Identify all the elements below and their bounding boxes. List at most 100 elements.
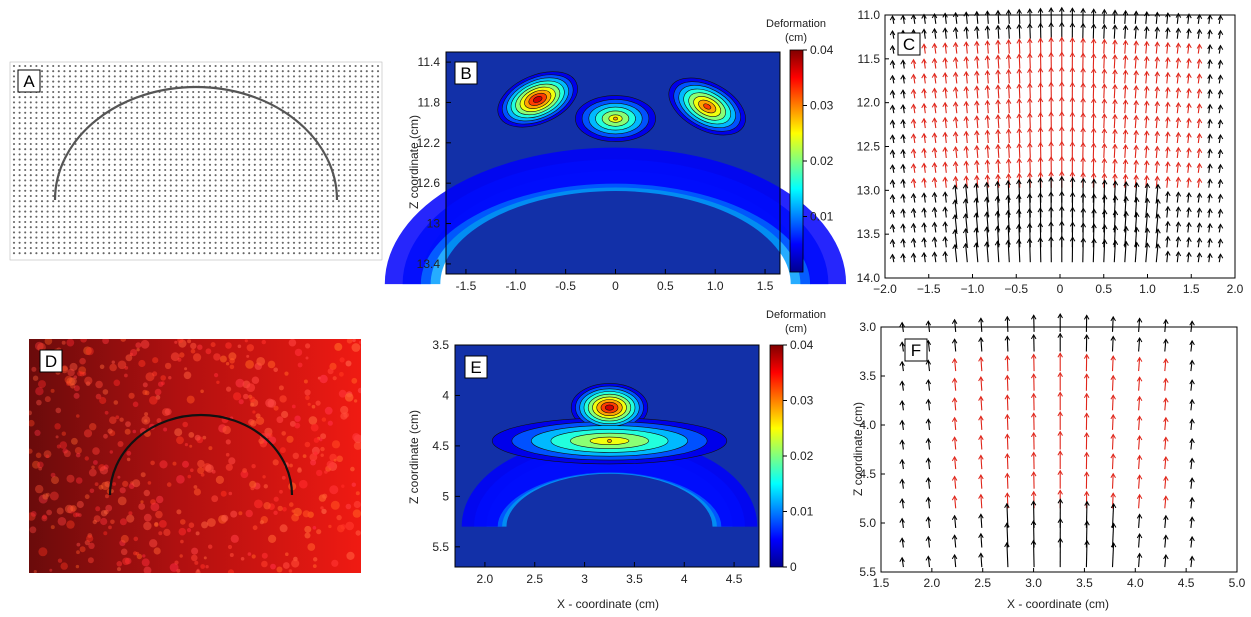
speckle [119, 487, 126, 494]
grid-dot [203, 106, 206, 109]
grid-dot [24, 215, 27, 218]
grid-dot [360, 220, 363, 224]
grid-dot [203, 96, 206, 99]
grid-dot [119, 236, 122, 239]
grid-dot [74, 246, 77, 250]
grid-dot [242, 111, 245, 114]
grid-dot [259, 179, 262, 182]
panel-f-xtick-label: 4.0 [1127, 576, 1144, 590]
grid-dot [365, 85, 368, 88]
panel-c-vector [1037, 141, 1044, 158]
panel-e-xtick-label: 3.5 [626, 572, 643, 586]
grid-dot [152, 205, 156, 208]
grid-dot [332, 127, 335, 130]
grid-dot [169, 241, 172, 244]
grid-dot [315, 163, 318, 166]
grid-dot [326, 189, 329, 192]
grid-dot [180, 184, 184, 187]
grid-dot [147, 96, 150, 99]
grid-dot [68, 210, 72, 213]
speckle [320, 453, 324, 457]
grid-dot [270, 184, 273, 187]
grid-dot [292, 205, 296, 208]
grid-dot [332, 189, 335, 192]
panel-f-vector [1189, 398, 1195, 411]
grid-dot [192, 153, 195, 156]
grid-dot [248, 231, 251, 234]
grid-dot [169, 231, 172, 234]
grid-dot [360, 184, 363, 187]
grid-dot [304, 153, 307, 156]
grid-dot [136, 179, 139, 182]
grid-dot [259, 252, 262, 255]
grid-dot [63, 75, 66, 78]
grid-dot [74, 142, 77, 146]
grid-dot [136, 241, 139, 244]
grid-dot [63, 153, 66, 156]
grid-dot [287, 236, 290, 239]
grid-dot [270, 101, 273, 104]
grid-dot [147, 85, 150, 88]
panel-c-vector [974, 85, 980, 99]
grid-dot [180, 252, 184, 255]
speckle [29, 448, 33, 454]
speckle [35, 484, 44, 494]
grid-dot [91, 142, 94, 146]
grid-dot [203, 85, 206, 88]
grid-dot [12, 90, 16, 94]
grid-dot [320, 153, 324, 156]
grid-dot [225, 106, 228, 109]
grid-dot [147, 194, 150, 198]
grid-dot [365, 168, 368, 172]
panel-c-vector [1165, 116, 1171, 129]
panel-c-vector [952, 131, 959, 144]
grid-dot [287, 148, 290, 151]
speckle [88, 468, 97, 477]
grid-dot [337, 111, 340, 114]
grid-dot [276, 246, 279, 250]
grid-dot [80, 70, 83, 73]
grid-dot [52, 158, 55, 161]
panel-f-vector [1083, 490, 1090, 509]
panel-c-vector [1005, 194, 1011, 218]
speckle [351, 377, 358, 384]
speckle [95, 506, 101, 512]
grid-dot [315, 158, 318, 161]
grid-dot [141, 85, 144, 88]
panel-c-vector [1080, 7, 1086, 24]
grid-dot [309, 252, 312, 255]
grid-dot [281, 111, 284, 114]
grid-dot [108, 70, 111, 73]
speckle [42, 493, 49, 500]
panel-c-vector [1069, 96, 1076, 114]
grid-dot [29, 153, 32, 156]
grid-dot [91, 64, 94, 68]
speckle [324, 406, 333, 415]
grid-dot [287, 142, 290, 146]
speckle [273, 367, 279, 373]
grid-dot [371, 148, 374, 151]
panel-e-contour [570, 432, 649, 449]
grid-dot [40, 215, 44, 218]
grid-dot [208, 252, 212, 255]
grid-dot [141, 111, 144, 114]
grid-dot [376, 96, 380, 99]
grid-dot [180, 163, 184, 166]
panel-b-contour [595, 106, 636, 131]
grid-dot [169, 220, 172, 224]
grid-dot [270, 116, 273, 120]
speckle [225, 463, 233, 471]
speckle [294, 415, 301, 422]
grid-dot [136, 127, 139, 130]
grid-dot [40, 153, 44, 156]
speckle [321, 417, 327, 422]
grid-dot [46, 184, 49, 187]
grid-dot [242, 137, 245, 140]
grid-dot [376, 252, 380, 255]
grid-dot [376, 116, 380, 120]
grid-dot [348, 189, 352, 192]
panel-b-colorbar-tick-label: 0.02 [810, 154, 834, 168]
grid-dot [63, 241, 66, 244]
grid-dot [74, 236, 77, 239]
grid-dot [12, 194, 16, 198]
